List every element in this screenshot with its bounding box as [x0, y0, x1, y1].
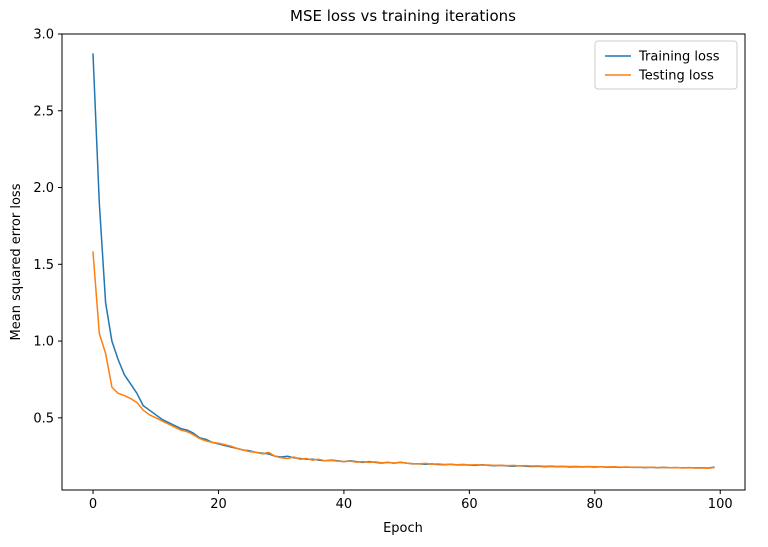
- testing-loss-line: [92, 251, 715, 469]
- y-tick-label: 2.0: [33, 181, 54, 196]
- x-tick-label: 20: [210, 497, 227, 512]
- y-tick-label: 1.0: [33, 335, 54, 350]
- x-tick-label: 100: [708, 497, 733, 512]
- legend-box: [594, 40, 738, 90]
- y-tick-label: 2.5: [33, 104, 54, 119]
- x-tick-label: 40: [336, 497, 353, 512]
- training-loss-line: [92, 53, 715, 469]
- y-tick-label: 3.0: [33, 28, 54, 43]
- y-axis-label: Mean squared error loss: [9, 183, 24, 340]
- x-tick-label: 80: [587, 497, 604, 512]
- x-tick-label: 0: [89, 497, 97, 512]
- legend-label: Training loss: [638, 50, 720, 65]
- y-tick-label: 1.5: [33, 258, 54, 273]
- y-tick-label: 0.5: [33, 411, 54, 426]
- legend-label: Testing loss: [638, 69, 714, 84]
- legend: Training loss Testing loss: [594, 40, 738, 90]
- chart-title: MSE loss vs training iterations: [290, 7, 516, 25]
- plot-layer: 0 20 40 60 80 100 0.5 1.0 1.5 2.0 2.5 3.0 Training l…: [33, 28, 746, 512]
- plot-border: [61, 33, 746, 491]
- x-tick-label: 60: [461, 497, 478, 512]
- x-axis-label: Epoch: [383, 521, 423, 536]
